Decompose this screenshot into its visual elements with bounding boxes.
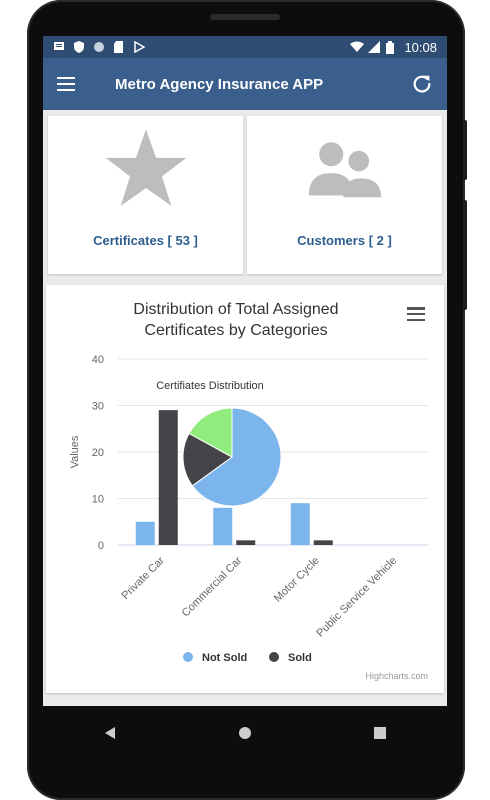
y-tick-label: 10	[92, 494, 104, 506]
circle-icon	[93, 41, 105, 53]
chart-svg: 0 10 20 30 40 Values Private Car Commercial Car…	[69, 354, 428, 664]
chart-menu-button[interactable]	[407, 307, 425, 321]
customers-card[interactable]: Customers [ 2 ]	[247, 116, 442, 274]
legend-marker	[183, 652, 193, 662]
y-tick-label: 30	[92, 401, 104, 413]
pie-slice	[188, 407, 233, 458]
back-button[interactable]	[90, 713, 130, 753]
speaker-grille	[210, 14, 280, 20]
wifi-icon	[350, 41, 365, 53]
bar	[313, 540, 333, 545]
y-axis-label: Values	[69, 435, 81, 468]
bar	[213, 507, 233, 545]
pie-slice	[182, 432, 233, 487]
y-tick-label: 0	[98, 540, 104, 552]
status-time: 10:08	[404, 39, 437, 55]
chart-title-line-2: Certificates by Categories	[144, 322, 328, 339]
refresh-button[interactable]	[411, 73, 433, 95]
y-tick-label: 20	[92, 447, 104, 459]
recents-icon	[373, 727, 386, 739]
bar	[135, 521, 155, 545]
x-tick-label: Private Car	[119, 554, 167, 602]
chart-credits[interactable]: Highcharts.com	[365, 671, 428, 681]
legend-label: Not Sold	[202, 652, 247, 664]
legend-label: Sold	[288, 652, 312, 664]
refresh-icon	[413, 75, 431, 93]
chart-title: Distribution of Total Assigned Certifica…	[66, 299, 406, 341]
users-icon	[302, 126, 388, 215]
screen: 10:08 Metro Agency Insurance APP Certifi…	[43, 36, 447, 706]
summary-cards: Certificates [ 53 ] Customers [ 2 ]	[43, 110, 447, 274]
play-store-icon	[133, 40, 146, 54]
certificates-label: Certificates [ 53 ]	[93, 233, 198, 248]
home-button[interactable]	[225, 713, 265, 753]
bar	[290, 503, 310, 545]
navigation-bar	[43, 706, 447, 760]
x-tick-label: Motor Cycle	[272, 555, 322, 605]
star-icon	[104, 126, 188, 215]
app-bar: Metro Agency Insurance APP	[43, 58, 447, 110]
legend-marker	[269, 652, 279, 662]
menu-button[interactable]	[57, 72, 81, 96]
pie-title: Certifiates Distribution	[156, 380, 264, 392]
home-icon	[238, 727, 251, 739]
recents-button[interactable]	[360, 713, 400, 753]
pie-slice	[191, 407, 282, 507]
message-icon	[53, 41, 65, 53]
customers-label: Customers [ 2 ]	[297, 233, 392, 248]
bar	[158, 410, 178, 545]
chart-card: Distribution of Total Assigned Certifica…	[46, 285, 444, 693]
back-icon	[105, 727, 116, 739]
status-bar: 10:08	[43, 36, 447, 58]
volume-button	[463, 120, 467, 180]
battery-icon	[386, 41, 398, 54]
chart-menu-icon	[407, 307, 425, 310]
sd-card-icon	[113, 41, 125, 53]
signal-icon	[368, 41, 381, 53]
power-button	[463, 200, 467, 310]
y-tick-label: 40	[92, 354, 104, 366]
shield-icon	[73, 41, 85, 53]
chart-title-line-1: Distribution of Total Assigned	[133, 301, 339, 318]
certificates-card[interactable]: Certificates [ 53 ]	[48, 116, 243, 274]
x-tick-label: Public Service Vehicle	[314, 555, 399, 640]
menu-icon	[57, 77, 75, 79]
x-tick-label: Commercial Car	[180, 554, 245, 619]
app-title: Metro Agency Insurance APP	[115, 75, 324, 93]
bar	[236, 540, 256, 545]
